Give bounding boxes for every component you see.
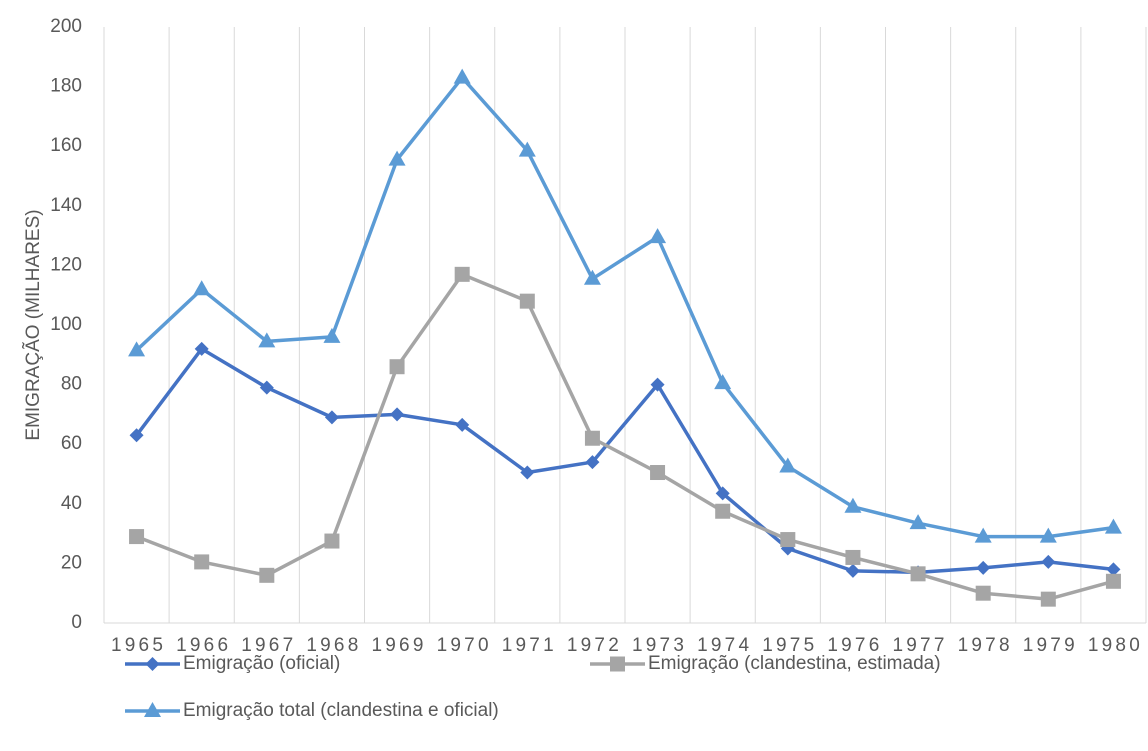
marker xyxy=(194,554,210,570)
marker xyxy=(974,527,992,543)
marker xyxy=(1106,562,1121,577)
marker xyxy=(779,457,797,473)
marker xyxy=(390,407,405,422)
marker xyxy=(910,566,926,582)
marker xyxy=(649,228,667,244)
marker xyxy=(1105,573,1121,589)
marker xyxy=(650,465,666,481)
y-tick-label: 40 xyxy=(61,493,82,514)
y-axis-label: EMIGRAÇÃO (MILHARES) xyxy=(22,209,44,440)
marker xyxy=(1039,527,1057,543)
marker xyxy=(129,529,145,545)
marker xyxy=(389,359,405,375)
marker xyxy=(583,269,601,285)
marker xyxy=(194,341,209,356)
x-tick-label: 1974 xyxy=(697,635,752,656)
y-tick-label: 140 xyxy=(50,195,82,216)
x-tick-label: 1977 xyxy=(893,635,948,656)
x-tick-label: 1975 xyxy=(762,635,817,656)
marker xyxy=(780,532,796,548)
x-tick-label: 1978 xyxy=(958,635,1013,656)
marker xyxy=(324,533,340,549)
marker xyxy=(258,332,276,348)
marker xyxy=(1104,518,1122,534)
marker xyxy=(520,465,535,480)
marker xyxy=(610,656,625,672)
x-tick-label: 1967 xyxy=(241,635,296,656)
x-tick-label: 1976 xyxy=(827,635,882,656)
x-tick-label: 1969 xyxy=(372,635,427,656)
marker xyxy=(324,410,339,425)
x-tick-label: 1965 xyxy=(111,635,166,656)
legend-label: Emigração total (clandestina e oficial) xyxy=(183,700,499,721)
y-tick-label: 0 xyxy=(71,612,82,633)
marker xyxy=(585,455,600,470)
y-tick-label: 120 xyxy=(50,254,82,275)
x-tick-label: 1966 xyxy=(176,635,231,656)
marker xyxy=(388,150,406,166)
marker xyxy=(714,374,732,390)
marker xyxy=(519,293,535,309)
marker xyxy=(145,657,160,671)
y-tick-label: 20 xyxy=(61,552,82,573)
marker xyxy=(909,514,927,530)
marker xyxy=(455,417,470,432)
marker xyxy=(975,585,991,601)
marker xyxy=(715,486,730,501)
marker xyxy=(844,497,862,513)
marker xyxy=(144,702,161,717)
marker xyxy=(323,327,341,343)
marker xyxy=(518,141,536,157)
series-line xyxy=(135,347,1114,575)
marker xyxy=(259,567,275,583)
marker xyxy=(976,560,991,575)
x-tick-label: 1970 xyxy=(437,635,492,656)
series-line xyxy=(135,272,1114,601)
marker xyxy=(584,430,600,446)
marker xyxy=(845,549,861,565)
legend-label: Emigração (clandestina, estimada) xyxy=(648,653,941,674)
marker xyxy=(259,380,274,395)
series-line xyxy=(135,75,1114,539)
marker xyxy=(845,563,860,578)
x-tick-label: 1980 xyxy=(1088,635,1143,656)
marker xyxy=(650,377,665,392)
marker xyxy=(1040,591,1056,607)
marker xyxy=(1041,554,1056,569)
y-tick-label: 60 xyxy=(61,433,82,454)
marker xyxy=(454,266,470,282)
marker xyxy=(128,341,146,357)
marker xyxy=(193,280,211,296)
y-tick-label: 80 xyxy=(61,374,82,395)
y-tick-label: 200 xyxy=(50,16,82,37)
x-tick-label: 1971 xyxy=(502,635,557,656)
x-tick-label: 1973 xyxy=(632,635,687,656)
marker xyxy=(453,68,471,84)
x-tick-label: 1972 xyxy=(567,635,622,656)
y-tick-label: 160 xyxy=(50,135,82,156)
x-tick-label: 1968 xyxy=(306,635,361,656)
y-tick-label: 180 xyxy=(50,76,82,97)
x-tick-label: 1979 xyxy=(1023,635,1078,656)
y-tick-label: 100 xyxy=(50,314,82,335)
marker xyxy=(715,503,731,519)
legend-label: Emigração (oficial) xyxy=(183,653,340,674)
marker xyxy=(129,428,144,443)
